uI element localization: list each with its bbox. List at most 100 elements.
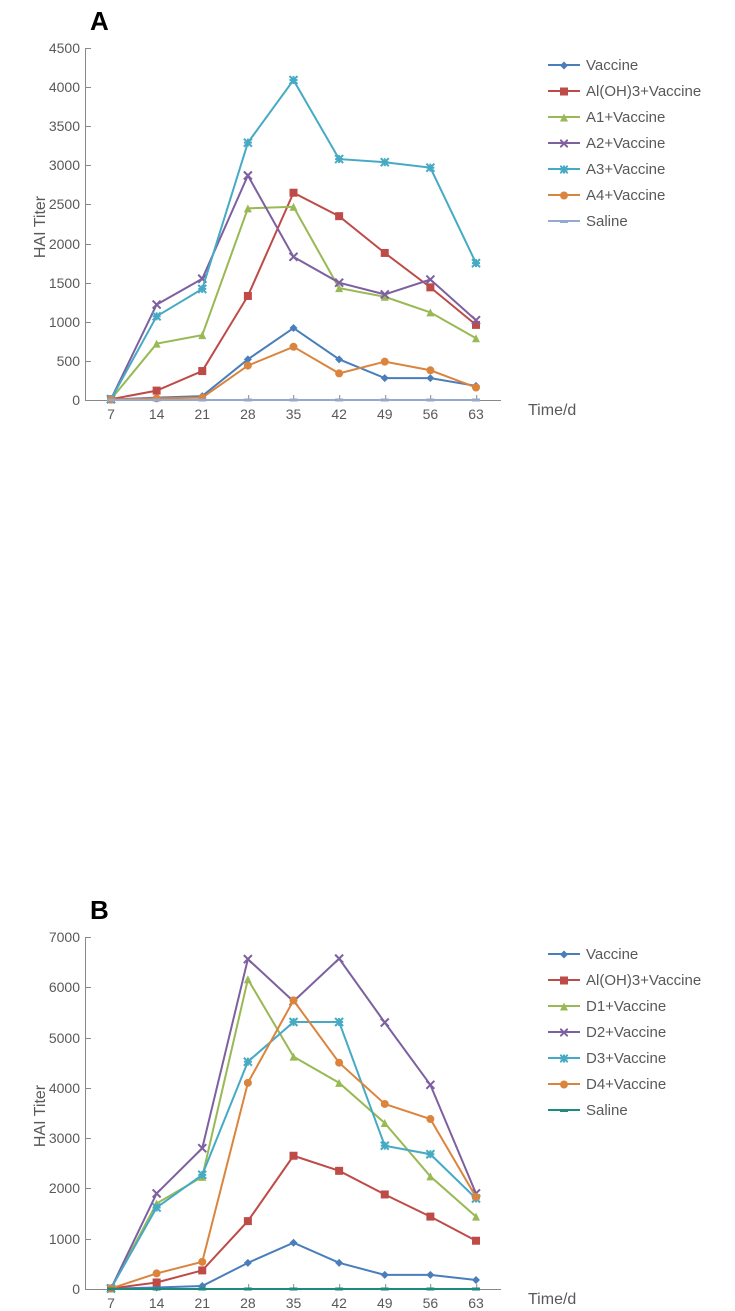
y-tick: 3000 xyxy=(49,1130,86,1146)
legend-item: D1+Vaccine xyxy=(548,993,701,1019)
y-tick: 0 xyxy=(72,392,86,408)
y-tick: 6000 xyxy=(49,979,86,995)
marker-square-icon xyxy=(153,387,161,395)
marker-circle-icon xyxy=(244,362,252,370)
marker-star-icon xyxy=(153,312,161,320)
x-tick: 42 xyxy=(331,1289,347,1311)
legend-marker-circle-icon xyxy=(560,187,568,204)
x-tick: 14 xyxy=(149,1289,165,1311)
legend-label: A2+Vaccine xyxy=(586,135,665,152)
y-tick: 500 xyxy=(57,353,86,369)
marker-star-icon xyxy=(335,1018,343,1026)
legend-line-icon xyxy=(548,64,580,66)
legend-item: Saline xyxy=(548,1097,701,1123)
marker-diamond-icon xyxy=(381,1271,389,1279)
legend-marker-star-icon xyxy=(560,161,568,178)
x-tick: 49 xyxy=(377,1289,393,1311)
x-tick: 21 xyxy=(194,400,210,422)
legend-marker-diamond-icon xyxy=(560,946,568,963)
y-tick: 1000 xyxy=(49,1231,86,1247)
marker-star-icon xyxy=(290,76,298,84)
marker-x-icon xyxy=(244,172,252,180)
y-tick: 1000 xyxy=(49,314,86,330)
legend-item: Saline xyxy=(548,208,701,234)
panel-a: A 05001000150020002500300035004000450071… xyxy=(0,0,735,445)
legend-label: Vaccine xyxy=(586,57,638,74)
legend-label: Vaccine xyxy=(586,946,638,963)
marker-circle-icon xyxy=(290,343,298,351)
marker-star-icon xyxy=(153,1204,161,1212)
marker-circle-icon xyxy=(381,1100,389,1108)
marker-triangle-icon xyxy=(244,975,252,983)
marker-square-icon xyxy=(381,1190,389,1198)
series-line xyxy=(111,207,476,399)
legend-label: Al(OH)3+Vaccine xyxy=(586,83,701,100)
marker-x-icon xyxy=(290,253,298,261)
legend-line-icon xyxy=(548,168,580,170)
legend-item: A4+Vaccine xyxy=(548,182,701,208)
marker-square-icon xyxy=(335,1167,343,1175)
marker-star-icon xyxy=(472,259,480,267)
y-tick: 3000 xyxy=(49,157,86,173)
legend-item: D2+Vaccine xyxy=(548,1019,701,1045)
x-tick: 14 xyxy=(149,400,165,422)
legend-label: D4+Vaccine xyxy=(586,1076,666,1093)
x-tick: 42 xyxy=(331,400,347,422)
marker-square-icon xyxy=(198,367,206,375)
series-line xyxy=(111,1156,476,1289)
legend-label: D1+Vaccine xyxy=(586,998,666,1015)
legend-line-icon xyxy=(548,194,580,196)
legend-line-icon xyxy=(548,1057,580,1059)
x-tick: 56 xyxy=(423,1289,439,1311)
series-line xyxy=(111,1243,476,1289)
marker-circle-icon xyxy=(198,1258,206,1266)
marker-square-icon xyxy=(381,249,389,257)
panel-b-legend: VaccineAl(OH)3+VaccineD1+VaccineD2+Vacci… xyxy=(548,941,701,1123)
legend-item: D3+Vaccine xyxy=(548,1045,701,1071)
y-tick: 5000 xyxy=(49,1030,86,1046)
marker-square-icon xyxy=(198,1266,206,1274)
marker-circle-icon xyxy=(472,383,480,391)
marker-square-icon xyxy=(244,292,252,300)
y-tick: 2000 xyxy=(49,1180,86,1196)
marker-triangle-icon xyxy=(472,334,480,342)
legend-marker-square-icon xyxy=(560,972,568,989)
legend-item: D4+Vaccine xyxy=(548,1071,701,1097)
legend-label: Saline xyxy=(586,213,628,230)
marker-x-icon xyxy=(153,301,161,309)
x-tick: 28 xyxy=(240,1289,256,1311)
legend-line-icon xyxy=(548,116,580,118)
x-tick: 21 xyxy=(194,1289,210,1311)
x-tick: 28 xyxy=(240,400,256,422)
y-tick: 7000 xyxy=(49,929,86,945)
marker-triangle-icon xyxy=(335,1079,343,1087)
legend-label: A1+Vaccine xyxy=(586,109,665,126)
marker-star-icon xyxy=(244,1058,252,1066)
legend-line-icon xyxy=(548,1083,580,1085)
series-line xyxy=(111,347,476,400)
marker-square-icon xyxy=(335,212,343,220)
x-tick: 56 xyxy=(423,400,439,422)
legend-item: A2+Vaccine xyxy=(548,130,701,156)
marker-diamond-icon xyxy=(244,1259,252,1267)
legend-marker-square-icon xyxy=(560,83,568,100)
panel-b: B 01000200030004000500060007000714212835… xyxy=(0,445,735,891)
marker-x-icon xyxy=(153,1189,161,1197)
marker-star-icon xyxy=(335,155,343,163)
legend-marker-diamond-icon xyxy=(560,57,568,74)
legend-marker-x-icon xyxy=(560,1024,568,1041)
panel-a-plot: 0500100015002000250030003500400045007142… xyxy=(85,48,501,401)
marker-diamond-icon xyxy=(426,1271,434,1279)
series-line xyxy=(111,328,476,400)
marker-star-icon xyxy=(198,285,206,293)
y-tick: 0 xyxy=(72,1281,86,1297)
series-line xyxy=(111,80,476,399)
legend-label: D2+Vaccine xyxy=(586,1024,666,1041)
legend-label: Saline xyxy=(586,1102,628,1119)
panel-b-plot: 0100020003000400050006000700071421283542… xyxy=(85,937,501,1290)
marker-star-icon xyxy=(381,1142,389,1150)
legend-label: A3+Vaccine xyxy=(586,161,665,178)
legend-item: Vaccine xyxy=(548,941,701,967)
panel-b-xlabel: Time/d xyxy=(528,1291,576,1309)
marker-circle-icon xyxy=(335,1059,343,1067)
